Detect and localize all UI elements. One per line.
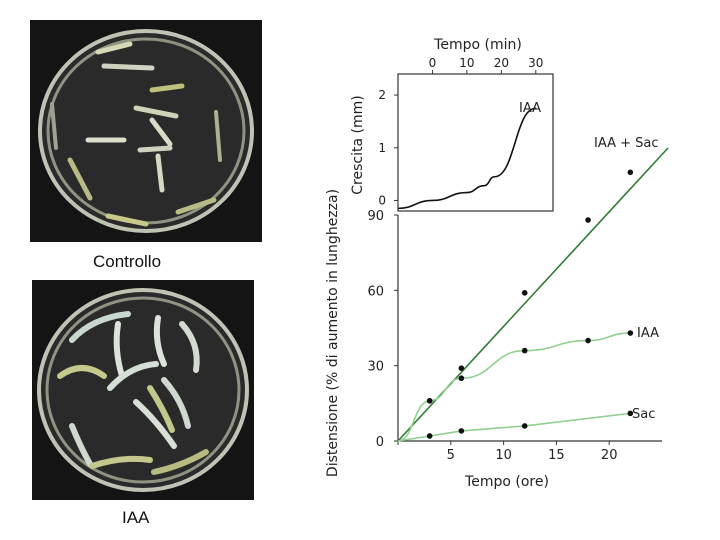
petri-dish-controllo (38, 29, 254, 233)
series-label-sac: Sac (632, 407, 655, 422)
caption-iaa: IAA (122, 508, 150, 527)
series-line-sac (397, 412, 631, 442)
inset-frame (397, 73, 554, 212)
data-point-sac (627, 410, 634, 417)
inset-x-tick-label: 10 (459, 56, 474, 70)
inset-y-tick-label: 0 (378, 193, 386, 207)
main-x-tick-label: 10 (495, 448, 512, 463)
data-point-iaa (521, 347, 528, 354)
caption-controllo: Controllo (93, 252, 162, 271)
data-point-iaa-sac (458, 365, 465, 371)
main-y-axis-label: Distensione (% di aumento in lunghezza) (325, 189, 341, 477)
inset-series-label-iaa: IAA (519, 101, 541, 116)
data-point-iaa (585, 337, 591, 344)
series-line-iaa (397, 332, 631, 442)
series-label-iaa-sac: IAA + Sac (594, 136, 659, 151)
main-x-tick-label: 15 (548, 448, 565, 463)
data-point-iaa-sac (627, 169, 634, 176)
data-point-iaa (426, 398, 433, 404)
series-label-iaa: IAA (637, 326, 659, 341)
petri-dish-iaa (37, 288, 249, 492)
inset-y-tick-label: 1 (378, 141, 386, 155)
main-y-tick-label: 60 (367, 284, 384, 299)
main-y-tick-label: 0 (376, 435, 384, 450)
inset-x-tick-label: 0 (429, 56, 437, 70)
main-y-tick-label: 90 (367, 209, 384, 224)
inset-x-axis-label: Tempo (min) (433, 37, 522, 53)
photo-iaa (32, 280, 254, 500)
inset-x-tick-label: 30 (528, 56, 543, 70)
inset-y-tick-label: 2 (378, 88, 386, 102)
data-point-sac (426, 433, 433, 439)
inset-series-line-iaa (397, 107, 536, 210)
data-point-sac (458, 428, 465, 434)
data-point-iaa (458, 375, 465, 382)
data-point-iaa (627, 330, 634, 336)
main-x-tick-label: 20 (601, 448, 618, 463)
inset-x-tick-label: 20 (494, 56, 509, 70)
inset-y-axis-label: Crescita (mm) (350, 95, 366, 194)
main-y-tick-label: 30 (367, 360, 384, 375)
data-point-sac (521, 423, 528, 429)
data-point-iaa-sac (521, 290, 528, 296)
main-x-tick-label: 5 (447, 448, 455, 463)
data-point-iaa-sac (585, 217, 591, 223)
main-x-axis-label: Tempo (ore) (464, 474, 549, 490)
photo-controllo (30, 20, 262, 242)
